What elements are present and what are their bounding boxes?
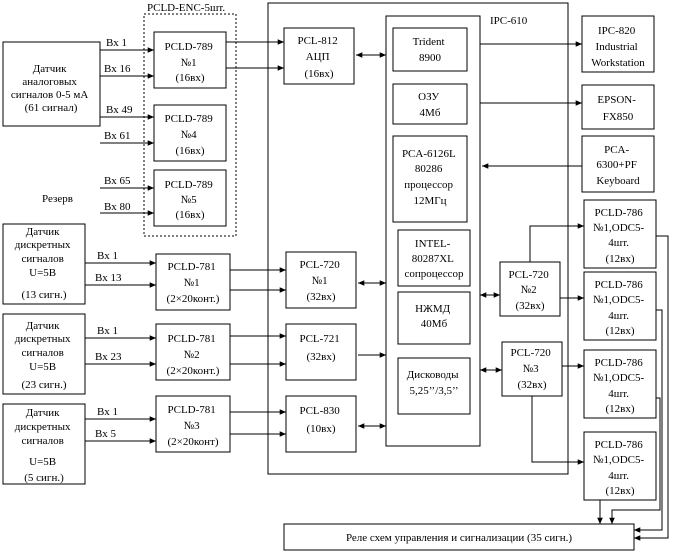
board-pcld789-4 [153, 104, 227, 162]
board-pcld781-1 [155, 253, 231, 311]
input-label: Вх 5 [95, 428, 116, 440]
board-pcld786-4 [583, 431, 657, 501]
ipc-chassis [267, 2, 569, 475]
board-pcld789-5 [153, 169, 227, 227]
input-label: Вх 13 [95, 272, 122, 284]
wire [634, 235, 669, 541]
sensor-discrete-3-text: Датчик дискретных сигналов U=5В (5 сигн.… [15, 407, 73, 484]
enc-group-frame [143, 13, 237, 237]
card-pcl720-1 [285, 251, 357, 309]
board-pcld781-3 [155, 395, 231, 453]
board-pcld781-3-text: PCLD-781 №3 (2×20конт) [167, 404, 218, 448]
sensor-discrete-1 [2, 223, 86, 305]
device-keyboard [581, 135, 655, 193]
card-ozu [392, 83, 468, 125]
board-pcld781-2-text: PCLD-781 №2 (2×20конт.) [167, 333, 220, 377]
sensor-discrete-2 [2, 313, 86, 395]
input-label: Вх 1 [97, 250, 118, 262]
card-ozu-text: ОЗУ 4Мб [418, 91, 442, 119]
board-pcld786-3-text: PCLD-786 №1,ODC5- 4шт. (12вх) [593, 357, 647, 415]
input-label: Вх 80 [104, 201, 131, 213]
sensor-analog [2, 41, 101, 127]
enc-label: PCLD-ENC-5шт. [147, 2, 225, 14]
card-pcl812 [283, 27, 355, 85]
sensor-discrete-1-text: Датчик дискретных сигналов U=5В (13 сигн… [15, 226, 73, 301]
wire [529, 223, 584, 262]
card-pcl720-3 [501, 341, 563, 397]
relay-label: Реле схем управления и сигнализации (35 … [346, 532, 572, 544]
ipc-label: IPC-610 [490, 15, 528, 27]
device-epson [581, 84, 655, 130]
card-coprocessor [397, 229, 471, 287]
sensor-discrete-3 [2, 403, 86, 485]
input-label: Вх 61 [104, 130, 130, 142]
card-hdd [397, 291, 471, 345]
card-coprocessor-text: INTEL- 80287XL сопроцессор [404, 238, 464, 280]
board-pcld786-2-text: PCLD-786 №1,ODC5- 4шт. (12вх) [593, 279, 647, 337]
board-pcld786-1-text: PCLD-786 №1,ODC5- 4шт. (12вх) [593, 207, 647, 265]
input-label: Вх 1 [97, 325, 118, 337]
input-label: Вх 65 [104, 175, 131, 187]
cpu-bus-column [385, 15, 481, 447]
card-pcl721 [285, 323, 357, 381]
input-label: Вх 49 [106, 104, 133, 116]
board-pcld789-1-text: PCLD-789 №1 (16вх) [164, 41, 215, 84]
card-pcl812-text: PCL-812 АЦП (16вх) [297, 35, 340, 80]
device-keyboard-text: PCA- 6300+PF Keyboard [596, 144, 640, 187]
card-pcl720-3-text: PCL-720 №3 (32вх) [510, 347, 553, 391]
card-fdd-text: Дисководы 5,25’’/3,5’’ [407, 369, 462, 397]
card-pcl721-text: PCL-721 (32вх) [299, 333, 342, 363]
input-label: Вх 1 [106, 37, 127, 49]
device-ipc820 [581, 15, 655, 73]
board-pcld781-1-text: PCLD-781 №1 (2×20конт.) [167, 261, 220, 305]
card-pcl830 [285, 395, 357, 453]
card-trident [392, 27, 468, 72]
board-pcld786-3 [583, 349, 657, 419]
relay-box [283, 523, 635, 551]
board-pcld789-1 [153, 31, 227, 89]
board-pcld786-2 [583, 271, 657, 341]
card-fdd [397, 357, 471, 415]
board-pcld786-1 [583, 199, 657, 269]
card-pcl720-1-text: PCL-720 №1 (32вх) [299, 259, 342, 303]
board-pcld789-5-text: PCLD-789 №5 (16вх) [164, 179, 215, 221]
reserve-label: Резерв [42, 193, 73, 205]
input-label: Вх 16 [104, 63, 131, 75]
card-hdd-text: НЖМД 40Мб [415, 303, 453, 330]
card-trident-text: Trident 8900 [413, 36, 448, 64]
board-pcld781-2 [155, 323, 231, 381]
sensor-analog-text: Датчик аналоговых сигналов 0-5 мА (61 си… [11, 63, 91, 114]
card-pcl720-2 [499, 261, 561, 317]
wire [609, 397, 661, 524]
card-pcl830-text: PCL-830 (10вх) [299, 405, 342, 435]
sensor-discrete-2-text: Датчик дискретных сигналов U=5В (23 сигн… [15, 320, 73, 391]
device-ipc820-text: IPC-820 Industrial Workstation [591, 25, 645, 69]
input-label: Вх 23 [95, 351, 122, 363]
card-cpu-text: PCA-6126L 80286 процессор 12МГц [402, 148, 458, 207]
wire [531, 396, 584, 465]
board-pcld786-4-text: PCLD-786 №1,ODC5- 4шт. (12вх) [593, 439, 647, 497]
card-pcl720-2-text: PCL-720 №2 (32вх) [508, 269, 551, 312]
input-label: Вх 1 [97, 406, 118, 418]
device-epson-text: EPSON- FX850 [597, 94, 638, 123]
board-pcld789-4-text: PCLD-789 №4 (16вх) [164, 113, 215, 157]
wire [634, 309, 663, 533]
card-cpu [392, 135, 468, 223]
